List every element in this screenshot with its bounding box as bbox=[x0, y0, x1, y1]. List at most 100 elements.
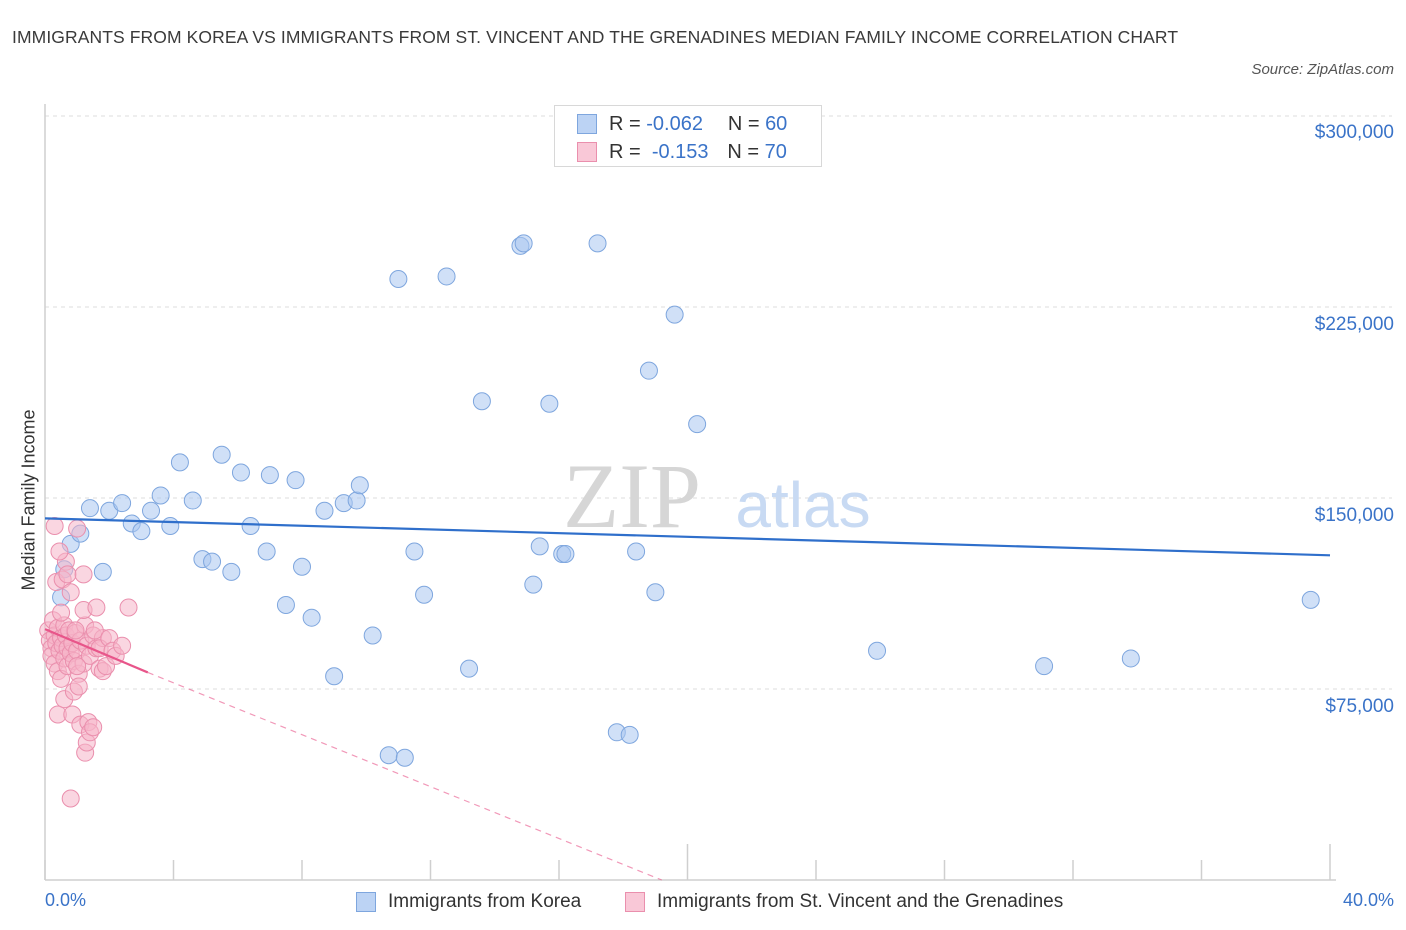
point-series0-44 bbox=[540, 394, 559, 413]
point-series0-54 bbox=[688, 415, 707, 434]
point-series0-33 bbox=[389, 269, 408, 288]
point-series1-42 bbox=[58, 565, 77, 584]
trend-extension-series1 bbox=[147, 671, 663, 881]
point-series0-31 bbox=[363, 626, 382, 645]
point-series0-36 bbox=[415, 585, 434, 604]
point-series0-56 bbox=[1035, 657, 1054, 676]
korea-n-value: 60 bbox=[765, 112, 788, 135]
legend-item-korea[interactable]: Immigrants from Korea bbox=[356, 888, 581, 916]
y-tick-label-75000: $75,000 bbox=[1325, 696, 1394, 717]
point-series0-34 bbox=[395, 748, 414, 767]
point-series0-15 bbox=[203, 552, 222, 571]
point-series0-11 bbox=[161, 517, 180, 536]
trend-lines bbox=[44, 517, 1331, 881]
point-series0-25 bbox=[302, 608, 321, 627]
y-tick-label-300000: $300,000 bbox=[1314, 122, 1394, 143]
point-series0-10 bbox=[151, 486, 170, 505]
y-axis-label: Median Family Income bbox=[18, 409, 39, 591]
point-series1-38 bbox=[52, 603, 71, 622]
point-series0-24 bbox=[293, 557, 311, 576]
x-tick-label-max: 40.0% bbox=[1342, 890, 1394, 910]
point-series1-67 bbox=[68, 519, 87, 538]
point-series0-57 bbox=[1121, 649, 1140, 668]
point-series0-13 bbox=[183, 491, 202, 510]
point-series0-21 bbox=[260, 466, 279, 485]
point-series0-30 bbox=[350, 476, 369, 495]
point-series0-27 bbox=[325, 667, 344, 686]
korea-r-value: -0.062 bbox=[646, 112, 703, 135]
trend-line-series1 bbox=[44, 628, 149, 674]
stvincent-n-label: N = bbox=[727, 140, 760, 163]
point-series1-55 bbox=[84, 718, 103, 737]
watermark-atlas: atlas bbox=[735, 469, 870, 541]
point-series0-29 bbox=[347, 491, 366, 510]
point-series0-19 bbox=[241, 517, 260, 536]
x-tick-label-min: 0.0% bbox=[45, 890, 87, 910]
korea-r-label: R = bbox=[609, 112, 641, 135]
korea-legend-swatch bbox=[356, 892, 376, 912]
point-series0-23 bbox=[286, 471, 305, 490]
point-series1-66 bbox=[74, 565, 93, 584]
point-series0-50 bbox=[627, 542, 646, 561]
stvincent-r-label: R = bbox=[609, 140, 641, 163]
point-series0-8 bbox=[132, 522, 151, 541]
point-series0-53 bbox=[665, 305, 684, 324]
point-series0-47 bbox=[588, 234, 607, 253]
point-series0-22 bbox=[276, 595, 295, 614]
point-series1-57 bbox=[87, 598, 106, 617]
point-series0-58 bbox=[1301, 590, 1320, 609]
point-series0-38 bbox=[460, 659, 479, 678]
point-series1-43 bbox=[61, 583, 80, 602]
point-series0-51 bbox=[639, 361, 658, 380]
watermark: ZIP atlas bbox=[563, 445, 871, 547]
gridlines bbox=[45, 115, 1392, 690]
point-series0-41 bbox=[514, 234, 533, 253]
korea-legend-label: Immigrants from Korea bbox=[388, 891, 582, 912]
watermark-zip: ZIP bbox=[563, 445, 701, 547]
stvincent-swatch bbox=[577, 142, 597, 162]
stvincent-legend-label: Immigrants from St. Vincent and the Gren… bbox=[657, 891, 1064, 912]
point-series0-35 bbox=[405, 542, 424, 561]
y-tick-label-225000: $225,000 bbox=[1314, 314, 1394, 335]
point-series0-37 bbox=[437, 267, 456, 286]
korea-swatch bbox=[577, 114, 597, 134]
point-series1-65 bbox=[61, 789, 80, 808]
point-series1-47 bbox=[68, 657, 87, 676]
point-series1-48 bbox=[69, 677, 88, 696]
point-series0-3 bbox=[80, 499, 99, 518]
point-series0-20 bbox=[257, 542, 276, 561]
point-series0-16 bbox=[212, 445, 231, 464]
stats-legend-stvincent: R = -0.153 N = 70 bbox=[577, 140, 787, 164]
point-series1-69 bbox=[119, 598, 138, 617]
stats-legend-korea: R = -0.062 N = 60 bbox=[577, 112, 787, 136]
point-series0-9 bbox=[142, 501, 161, 520]
point-series0-26 bbox=[315, 501, 334, 520]
point-series0-32 bbox=[379, 746, 398, 765]
trend-line-series0 bbox=[44, 517, 1331, 557]
point-series0-42 bbox=[524, 575, 543, 594]
point-series1-64 bbox=[113, 636, 132, 655]
data-points bbox=[39, 234, 1320, 808]
stvincent-legend-swatch bbox=[625, 892, 645, 912]
point-series0-52 bbox=[646, 583, 665, 602]
point-series0-17 bbox=[222, 562, 241, 581]
point-series0-4 bbox=[93, 562, 112, 581]
chart-title: IMMIGRANTS FROM KOREA VS IMMIGRANTS FROM… bbox=[12, 27, 1179, 47]
point-series0-46 bbox=[556, 545, 575, 564]
stats-legend: R = -0.062 N = 60 R = -0.153 N = 70 bbox=[554, 105, 822, 167]
point-series0-12 bbox=[170, 453, 189, 472]
point-series0-39 bbox=[472, 392, 491, 411]
legend-item-stvincent[interactable]: Immigrants from St. Vincent and the Gren… bbox=[625, 888, 1063, 916]
chart-source: Source: ZipAtlas.com bbox=[1251, 61, 1394, 78]
point-series0-18 bbox=[231, 463, 250, 482]
point-series0-6 bbox=[113, 494, 132, 513]
point-series1-35 bbox=[45, 517, 64, 536]
point-series1-46 bbox=[66, 621, 85, 640]
y-tick-label-150000: $150,000 bbox=[1314, 505, 1394, 526]
korea-n-label: N = bbox=[727, 112, 760, 135]
point-series0-55 bbox=[868, 641, 887, 660]
stvincent-n-value: 70 bbox=[764, 140, 787, 163]
point-series1-68 bbox=[50, 542, 69, 561]
point-series1-56 bbox=[85, 621, 104, 640]
